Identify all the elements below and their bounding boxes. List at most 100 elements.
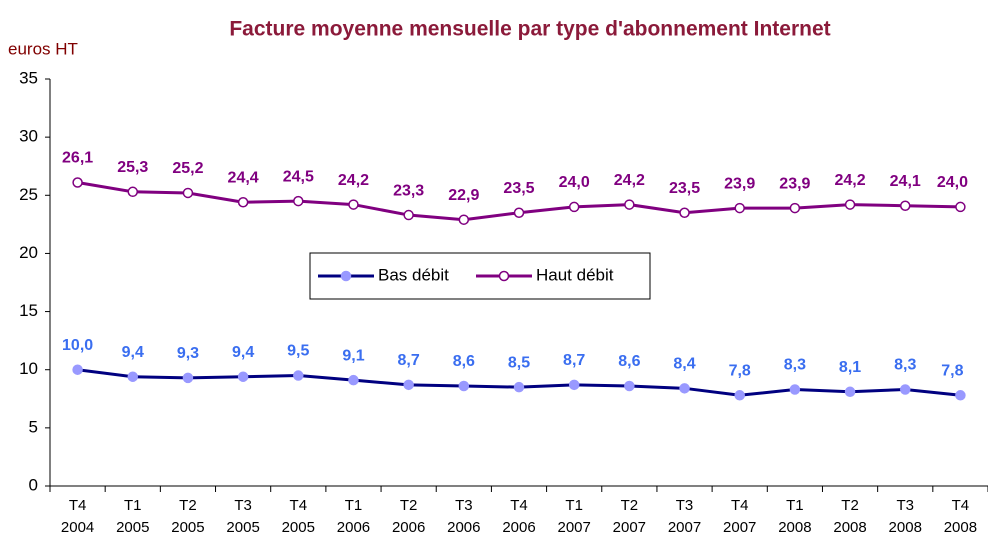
- value-label: 8,1: [839, 359, 861, 376]
- value-label: 8,6: [453, 353, 475, 370]
- point: [789, 384, 801, 395]
- value-label: 8,6: [618, 353, 640, 370]
- value-label: 8,7: [563, 352, 585, 369]
- point: [72, 177, 83, 188]
- x-tick-label: 2006: [502, 519, 535, 536]
- legend-marker: [498, 270, 510, 282]
- point: [568, 201, 580, 213]
- x-tick-label: T1: [124, 497, 142, 514]
- point: [458, 380, 470, 392]
- x-tick-label: 2007: [557, 519, 590, 536]
- point: [513, 381, 525, 393]
- legend-marker: [340, 270, 352, 282]
- x-tick-label: 2005: [226, 519, 259, 536]
- value-label: 24,0: [559, 174, 590, 191]
- value-label: 24,2: [338, 172, 369, 189]
- x-tick-label: 2005: [116, 519, 149, 536]
- value-label: 25,2: [172, 160, 203, 177]
- point: [844, 386, 856, 398]
- point: [513, 207, 525, 218]
- value-label: 8,3: [784, 357, 806, 374]
- point: [237, 371, 249, 382]
- value-label: 24,5: [283, 168, 314, 185]
- value-label: 23,5: [669, 180, 700, 197]
- legend-label: Haut débit: [536, 265, 614, 284]
- x-tick-label: T4: [731, 497, 749, 514]
- point: [293, 370, 304, 381]
- point: [679, 383, 690, 394]
- x-tick-label: 2008: [833, 519, 866, 536]
- point: [789, 202, 801, 214]
- x-tick-label: T2: [179, 497, 197, 514]
- point: [624, 380, 635, 392]
- value-label: 9,5: [287, 343, 309, 360]
- point: [348, 374, 359, 386]
- point: [182, 372, 194, 384]
- x-tick-label: T2: [400, 497, 418, 514]
- value-label: 7,8: [729, 363, 751, 380]
- point: [844, 199, 856, 210]
- value-label: 24,4: [228, 169, 259, 186]
- value-label: 8,3: [894, 357, 916, 374]
- point: [955, 201, 966, 213]
- y-tick-label: 25: [19, 185, 38, 204]
- point: [568, 379, 580, 391]
- value-label: 9,1: [342, 347, 364, 364]
- chart-title: Facture moyenne mensuelle par type d'abo…: [229, 18, 830, 41]
- y-tick-label: 35: [19, 68, 38, 87]
- point: [955, 390, 966, 401]
- value-label: 25,3: [117, 159, 148, 176]
- x-tick-label: T1: [345, 497, 363, 514]
- x-tick-label: 2008: [889, 519, 922, 536]
- point: [624, 199, 635, 210]
- x-tick-label: T4: [69, 497, 87, 514]
- x-tick-label: T2: [841, 497, 859, 514]
- y-tick-label: 5: [29, 417, 38, 436]
- y-tick-label: 20: [19, 243, 38, 262]
- value-label: 23,3: [393, 182, 424, 199]
- value-label: 9,3: [177, 345, 199, 362]
- y-tick-label: 30: [19, 127, 38, 146]
- x-tick-label: T3: [896, 497, 914, 514]
- value-label: 23,9: [724, 175, 755, 192]
- point: [734, 202, 745, 214]
- x-tick-label: T4: [952, 497, 970, 514]
- x-tick-label: 2005: [282, 519, 315, 536]
- value-label: 24,2: [834, 172, 865, 189]
- value-label: 9,4: [232, 344, 254, 361]
- x-tick-label: T1: [565, 497, 583, 514]
- value-label: 8,4: [673, 356, 695, 373]
- value-label: 23,9: [779, 175, 810, 192]
- point: [127, 186, 139, 198]
- x-tick-label: T2: [621, 497, 639, 514]
- x-tick-label: 2007: [723, 519, 756, 536]
- x-tick-label: 2007: [613, 519, 646, 536]
- x-tick-label: T3: [676, 497, 694, 514]
- y-tick-label: 10: [19, 359, 38, 378]
- x-tick-label: T3: [455, 497, 473, 514]
- point: [72, 364, 83, 375]
- x-tick-label: 2006: [392, 519, 425, 536]
- point: [899, 384, 911, 395]
- x-tick-label: T3: [234, 497, 252, 514]
- x-tick-label: 2005: [171, 519, 204, 536]
- x-tick-label: T4: [290, 497, 308, 514]
- point: [127, 371, 139, 382]
- x-tick-label: T1: [786, 497, 804, 514]
- value-label: 22,9: [448, 187, 479, 204]
- value-label: 8,7: [398, 352, 420, 369]
- x-tick-label: T4: [510, 497, 528, 514]
- point: [734, 390, 745, 401]
- y-tick-label: 0: [29, 475, 38, 494]
- point: [403, 379, 414, 391]
- legend-label: Bas débit: [378, 265, 449, 284]
- value-label: 24,1: [890, 173, 921, 190]
- point: [182, 187, 194, 199]
- value-label: 23,5: [503, 180, 534, 197]
- x-tick-label: 2008: [778, 519, 811, 536]
- x-tick-label: 2006: [337, 519, 370, 536]
- point: [348, 199, 359, 210]
- x-tick-label: 2006: [447, 519, 480, 536]
